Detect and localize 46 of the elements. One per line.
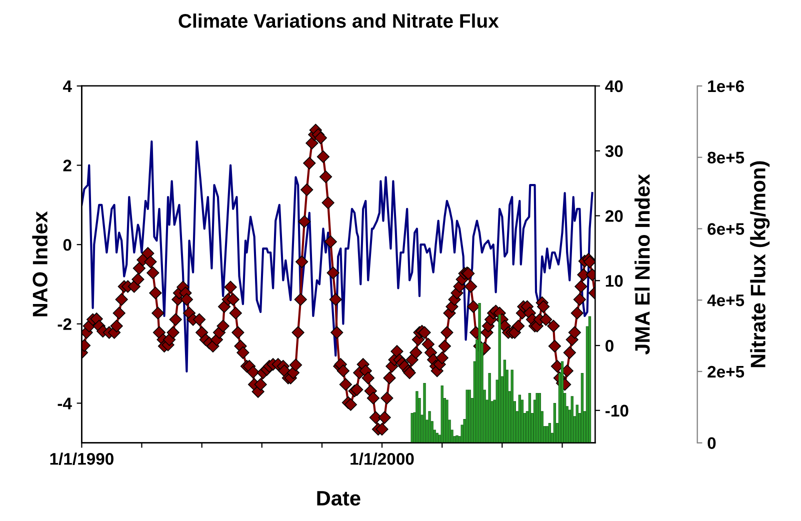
bar bbox=[428, 411, 431, 443]
y2-tick-label: 0 bbox=[606, 340, 614, 352]
y3-axis-title: Nitrate Flux (kg/mon) bbox=[750, 161, 770, 368]
y2-tick-label: 40 bbox=[605, 80, 623, 92]
y2-tick-label: 30 bbox=[605, 145, 623, 158]
bar bbox=[416, 391, 418, 443]
bar bbox=[580, 372, 584, 443]
y-tick-label: 2 bbox=[63, 160, 72, 172]
y3-tick-label: 6e+5 bbox=[708, 223, 744, 235]
y3-tick-label: 4e+5 bbox=[707, 294, 744, 306]
bar bbox=[446, 400, 448, 443]
y2-tick-label: 20 bbox=[605, 210, 623, 222]
bar bbox=[518, 394, 522, 443]
bar bbox=[588, 316, 592, 443]
y3-tick-label: 0 bbox=[708, 437, 716, 450]
y-tick-label: 4 bbox=[62, 80, 72, 92]
bar bbox=[570, 396, 574, 443]
y-axis-title: NAO Index bbox=[32, 211, 48, 316]
bar bbox=[410, 412, 414, 443]
y-tick-label: -4 bbox=[58, 398, 72, 410]
y3-tick-label: 1e+6 bbox=[708, 80, 744, 92]
bar bbox=[528, 392, 532, 443]
y3-tick-label: 2e+5 bbox=[708, 366, 744, 378]
bar bbox=[498, 314, 501, 443]
bar bbox=[548, 422, 552, 443]
y-tick-label: 0 bbox=[63, 238, 72, 251]
bar bbox=[553, 402, 556, 443]
bar bbox=[436, 432, 438, 443]
bar bbox=[440, 385, 444, 443]
y2-tick-label: 10 bbox=[606, 275, 623, 287]
bar bbox=[466, 390, 468, 443]
bar bbox=[423, 382, 426, 443]
x-tick-label: 1/1/1990 bbox=[50, 452, 114, 465]
bar bbox=[510, 370, 514, 443]
x-axis-title: Date bbox=[317, 491, 360, 506]
y3-tick-label: 8e+5 bbox=[708, 152, 744, 164]
y2-tick-label: -10 bbox=[606, 404, 628, 417]
bar bbox=[576, 404, 578, 443]
y2-axis-title: JMA El Nino Index bbox=[634, 174, 650, 355]
bar bbox=[488, 372, 491, 443]
bar bbox=[536, 392, 538, 443]
x-tick-label: 1/1/2000 bbox=[350, 452, 414, 465]
bar bbox=[538, 392, 541, 443]
y-tick-label: -2 bbox=[58, 318, 72, 330]
chart-title: Climate Variations and Nitrate Flux bbox=[178, 14, 499, 28]
line-series bbox=[82, 140, 594, 373]
